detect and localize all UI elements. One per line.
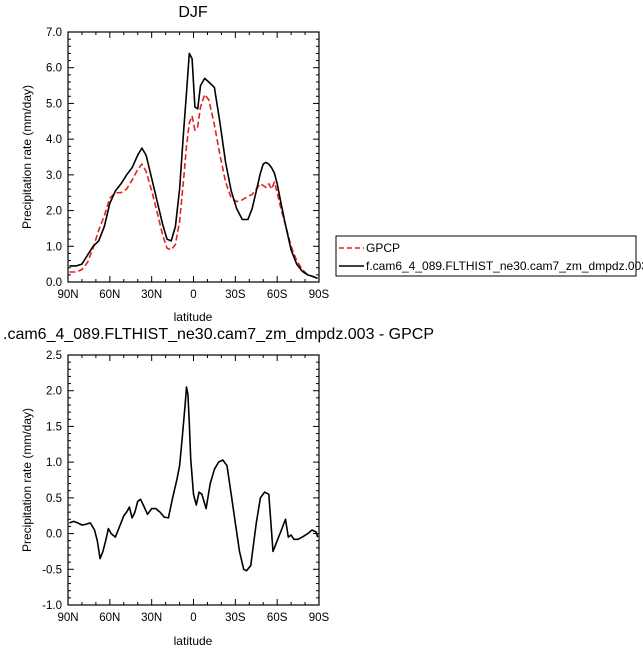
axis-ticks: 90N 60N 30N 0 30S 60S 90S 0.0 1.0 2.0 3.0 4.0 5.0 6.0… [46,27,330,301]
legend: GPCP f.cam6_4_089.FLTHIST_ne30.cam7_zm_d… [335,235,643,277]
x-tick-label: 30N [141,289,162,301]
y-tick-label: 1.0 [46,457,62,469]
y-tick-label: 1.5 [46,421,62,433]
x-tick-label: 60S [267,612,288,624]
series-line-f-cam6-4-089-flthist-ne3 [69,52,318,280]
x-axis-label: latitude [174,310,213,324]
y-tick-label: 7.0 [46,27,62,39]
y-tick-label: 0.0 [46,277,62,289]
y-tick-label: 6.0 [46,63,62,75]
x-tick-label: 60S [267,289,288,301]
x-tick-label: 90N [57,612,78,624]
y-tick-label: 0.0 [46,529,62,541]
chart-title-difference: .cam6_4_089.FLTHIST_ne30.cam7_zm_dmpdz.0… [3,326,434,343]
y-tick-label: -0.5 [42,564,62,576]
panel-2-difference: .cam6_4_089.FLTHIST_ne30.cam7_zm_dmpdz.0… [3,326,434,648]
legend-box [335,235,637,277]
series-line-gpcp [69,93,318,280]
plot-frame-difference [67,354,320,606]
series-lines-difference [69,386,319,572]
x-tick-label: 90N [57,289,78,301]
chart-title: DJF [178,4,208,21]
y-tick-label: 2.5 [46,350,62,362]
x-tick-label: 60N [99,289,120,301]
x-tick-label: 60N [99,612,120,624]
x-tick-label: 90S [309,612,330,624]
legend-gpcp-label: GPCP [366,241,400,255]
y-tick-label: 4.0 [46,134,62,146]
y-axis-label: Precipitation rate (mm/day) [20,85,34,229]
panel-1-djf-precipitation: DJF 90N 60N 30N 0 30S 60S 90S 0.0 1.0 2.0 3.0 4.0 5.… [20,4,330,324]
y-tick-label: 5.0 [46,98,62,110]
x-axis-label-difference: latitude [174,634,213,648]
x-tick-label: 30N [141,612,162,624]
y-axis-label-difference: Precipitation rate (mm/day) [20,408,34,552]
series-line-difference [69,386,319,572]
y-tick-label: 1.0 [46,241,62,253]
x-tick-label: 30S [225,612,246,624]
axis-ticks-difference: 90N 60N 30N 0 30S 60S 90S -1.0 -0.5 0.0 0.5 1.0 1.5 2… [42,350,329,624]
y-tick-label: 2.0 [46,206,62,218]
x-tick-label: 0 [190,612,196,624]
y-tick-label: 3.0 [46,170,62,182]
legend-model-label: f.cam6_4_089.FLTHIST_ne30.cam7_zm_dmpdz.… [366,259,643,273]
y-tick-label: -1.0 [42,600,62,612]
y-tick-label: 2.0 [46,386,62,398]
series-lines [69,52,318,280]
x-tick-label: 0 [190,289,196,301]
x-tick-label: 90S [309,289,330,301]
x-tick-label: 30S [225,289,246,301]
y-tick-label: 0.5 [46,493,62,505]
